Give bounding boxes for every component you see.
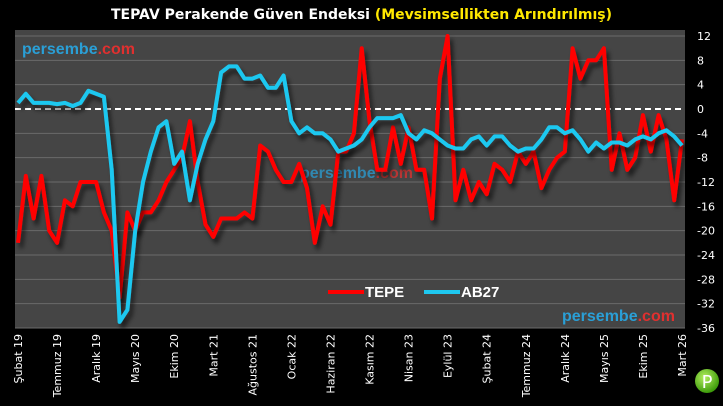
title-main: TEPAV Perakende Güven Endeksi bbox=[110, 7, 370, 23]
watermark-center: persembe.com bbox=[300, 165, 413, 182]
x-tick-label: Mayıs 25 bbox=[598, 334, 611, 383]
x-tick-label: Aralık 19 bbox=[90, 334, 103, 383]
x-tick-label: Temmuz 24 bbox=[520, 334, 533, 398]
x-tick-label: Ocak 22 bbox=[285, 334, 298, 379]
x-tick-label: Mart 26 bbox=[676, 334, 689, 377]
y-tick-label: 8 bbox=[697, 54, 704, 67]
chart-title: TEPAV Perakende Güven Endeksi (Mevsimsel… bbox=[0, 7, 723, 23]
x-tick-label: Ekim 20 bbox=[168, 334, 181, 379]
x-tick-label: Şubat 19 bbox=[12, 334, 25, 383]
legend: TEPE AB27 bbox=[328, 284, 499, 301]
y-tick-label: -32 bbox=[697, 298, 715, 311]
y-tick-label: -12 bbox=[697, 176, 715, 189]
x-tick-label: Temmuz 19 bbox=[51, 334, 64, 398]
x-tick-label: Ekim 25 bbox=[637, 334, 650, 379]
plot-area bbox=[15, 30, 685, 328]
y-tick-label: -28 bbox=[697, 273, 715, 286]
watermark-bottom: persembe.com bbox=[562, 308, 675, 325]
y-tick-label: -4 bbox=[697, 127, 708, 140]
x-tick-label: Aralık 24 bbox=[559, 334, 572, 383]
x-tick-label: Nisan 23 bbox=[403, 334, 416, 382]
x-tick-label: Mart 21 bbox=[207, 334, 220, 377]
y-tick-label: -20 bbox=[697, 225, 715, 238]
y-tick-label: 0 bbox=[697, 103, 704, 116]
watermark-top: persembe.com bbox=[22, 41, 135, 58]
x-tick-label: Mayıs 20 bbox=[129, 334, 142, 383]
title-subtitle: (Mevsimsellikten Arındırılmış) bbox=[374, 7, 613, 23]
svg-text:P: P bbox=[702, 372, 713, 393]
legend-label-ab27: AB27 bbox=[461, 284, 499, 301]
x-tick-label: Ağustos 21 bbox=[246, 334, 259, 395]
y-tick-label: 4 bbox=[697, 79, 704, 92]
legend-label-tepe: TEPE bbox=[365, 284, 404, 301]
y-tick-label: -24 bbox=[697, 249, 715, 262]
x-tick-label: Haziran 22 bbox=[324, 334, 337, 394]
x-tick-label: Kasım 22 bbox=[364, 334, 377, 385]
y-tick-label: 12 bbox=[697, 30, 711, 43]
series-line-tepe bbox=[16, 34, 684, 300]
y-tick-label: -16 bbox=[697, 200, 715, 213]
y-tick-label: -8 bbox=[697, 152, 708, 165]
y-tick-label: -36 bbox=[697, 322, 715, 335]
persembe-logo-badge: P bbox=[695, 369, 719, 393]
x-tick-label: Şubat 24 bbox=[481, 334, 494, 383]
x-tick-label: Eylül 23 bbox=[442, 334, 455, 378]
series-line-ab27 bbox=[16, 64, 684, 324]
